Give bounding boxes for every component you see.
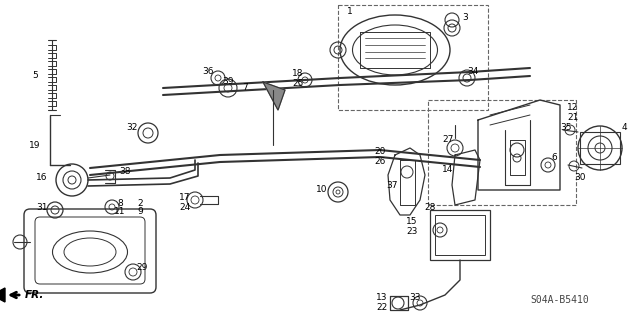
Text: 11: 11 — [115, 207, 125, 217]
Text: 28: 28 — [424, 204, 436, 212]
Bar — [580, 132, 620, 164]
Text: 12: 12 — [567, 103, 579, 113]
Text: 18: 18 — [292, 70, 304, 78]
Text: 33: 33 — [409, 293, 420, 302]
Text: 31: 31 — [36, 204, 48, 212]
Bar — [430, 210, 490, 260]
Text: 17: 17 — [179, 194, 191, 203]
Text: FR.: FR. — [25, 290, 44, 300]
Text: 19: 19 — [29, 140, 41, 150]
Text: 2: 2 — [137, 199, 143, 209]
Text: 26: 26 — [374, 158, 386, 167]
Bar — [338, 5, 488, 110]
Polygon shape — [263, 82, 285, 110]
Text: 36: 36 — [202, 68, 214, 77]
Text: 4: 4 — [621, 123, 627, 132]
Text: 39: 39 — [222, 78, 234, 86]
Text: 25: 25 — [292, 79, 304, 88]
Bar — [428, 100, 576, 205]
Text: 10: 10 — [316, 186, 328, 195]
Text: 8: 8 — [117, 199, 123, 209]
Text: S04A-B5410: S04A-B5410 — [531, 295, 589, 305]
Polygon shape — [0, 288, 5, 302]
Text: 13: 13 — [376, 293, 388, 302]
Text: 34: 34 — [467, 68, 479, 77]
Text: 16: 16 — [36, 174, 48, 182]
Text: 15: 15 — [406, 218, 418, 226]
Text: 32: 32 — [126, 123, 138, 132]
Text: 21: 21 — [567, 114, 579, 122]
Text: 35: 35 — [560, 123, 572, 132]
Text: 23: 23 — [406, 227, 418, 236]
Text: 7: 7 — [242, 84, 248, 93]
Text: 9: 9 — [137, 207, 143, 217]
Text: 5: 5 — [32, 70, 38, 79]
Text: 3: 3 — [462, 13, 468, 23]
Text: 37: 37 — [387, 181, 397, 189]
Text: 1: 1 — [347, 8, 353, 17]
Text: 38: 38 — [119, 167, 131, 176]
Text: 29: 29 — [136, 263, 148, 272]
Text: 20: 20 — [374, 147, 386, 157]
Text: 30: 30 — [574, 174, 586, 182]
Bar — [435, 215, 485, 255]
Text: 22: 22 — [376, 303, 388, 313]
Text: 6: 6 — [551, 153, 557, 162]
Text: 27: 27 — [442, 136, 454, 145]
Text: 24: 24 — [179, 204, 191, 212]
Text: 14: 14 — [442, 166, 454, 174]
